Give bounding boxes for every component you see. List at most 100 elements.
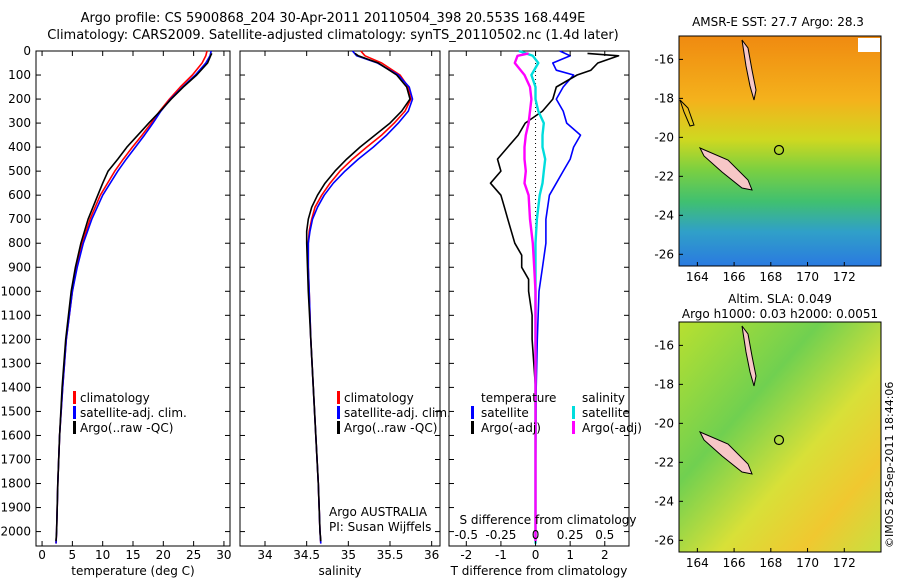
s-tick-label: -0.25 [485, 528, 516, 542]
y-tick-label: 2000 [0, 525, 31, 539]
map-x-tick-label: 172 [833, 556, 856, 570]
y-tick-label: 800 [8, 236, 31, 250]
series-line-satellite-adj-clim- [55, 50, 212, 544]
s-tick-label: 0 [532, 528, 540, 542]
missing-data-patch [858, 38, 880, 52]
y-tick-label: 0 [23, 44, 31, 58]
x-tick-label: -1 [495, 548, 507, 562]
series-line-satellite-adj-clim- [307, 50, 414, 544]
legend-swatch-satellite [337, 406, 340, 419]
new-caledonia-island [698, 147, 753, 191]
salinity-axis-label: salinity [318, 564, 361, 578]
legend-swatch-t-argo [471, 421, 474, 434]
map-y-tick-label: -26 [654, 247, 674, 261]
x-tick-label: 2 [601, 548, 609, 562]
series-line-climatology [55, 50, 208, 544]
y-tick-label: 600 [8, 188, 31, 202]
series-line-salinity-satellite [518, 49, 547, 544]
legend-label: satellite [481, 406, 529, 420]
sla-map-subtitle: Argo h1000: 0.03 h2000: 0.0051 [682, 307, 878, 321]
series-line-temperature-argo-adj- [489, 52, 620, 542]
temperature-axis-label: temperature (deg C) [71, 564, 194, 578]
sla-map-frame [678, 321, 882, 553]
map-y-tick-label: -20 [654, 416, 674, 430]
vanuatu-islands [741, 39, 757, 101]
x-tick-label: 25 [186, 548, 201, 562]
legend-swatch-satellite [73, 406, 76, 419]
map-y-tick-label: -26 [654, 533, 674, 547]
float-position-marker [773, 434, 785, 446]
map-y-tick-label: -20 [654, 130, 674, 144]
sst-map-title: AMSR-E SST: 27.7 Argo: 28.3 [692, 15, 864, 29]
reef-outline [679, 99, 695, 127]
new-caledonia-island [698, 431, 753, 475]
map-x-tick-label: 172 [833, 270, 856, 284]
legend-label: Argo(-adj) [582, 421, 642, 435]
y-tick-label: 1900 [0, 501, 31, 515]
s-tick-label: 0.5 [595, 528, 614, 542]
x-tick-label: 10 [95, 548, 110, 562]
sst-map: AMSR-E SST: 27.7 Argo: 28.3 [678, 15, 882, 267]
sst-map-frame [678, 35, 882, 267]
x-tick-label: 15 [125, 548, 140, 562]
legend-swatch-s-argo [572, 421, 575, 434]
legend-swatch-climatology [337, 391, 340, 404]
map-y-tick-label: -18 [654, 377, 674, 391]
sst-field [679, 36, 881, 266]
map-axes: 164 166 168 170 172 -16 -18 -20 -22 -24 -26 164 166 1… [654, 52, 855, 570]
map-y-tick-label: -22 [654, 169, 674, 183]
y-tick-label: 1100 [0, 308, 31, 322]
y-tick-label: 400 [8, 140, 31, 154]
legend-swatch-t-satellite [471, 406, 474, 419]
legend-label: Argo(..raw -QC) [80, 421, 173, 435]
y-tick-label: 500 [8, 164, 31, 178]
map-y-tick-label: -18 [654, 91, 674, 105]
map-x-tick-label: 164 [686, 556, 709, 570]
legend-label: climatology [80, 391, 150, 405]
map-y-tick-label: -22 [654, 455, 674, 469]
series-line-salinity-argo-adj- [513, 52, 537, 542]
legend-swatch-argo [73, 421, 76, 434]
series-line-argo-raw-qc- [55, 53, 213, 542]
x-tick-label: 20 [156, 548, 171, 562]
x-tick-label: 34.5 [293, 548, 320, 562]
x-tick-label: 0 [38, 548, 46, 562]
x-tick-label: -2 [460, 548, 472, 562]
x-tick-label: 1 [566, 548, 574, 562]
float-position-marker [773, 144, 785, 156]
y-tick-label: 1300 [0, 356, 31, 370]
figure-title-line2: Climatology: CARS2009. Satellite-adjuste… [47, 28, 619, 43]
series-line-argo-raw-qc- [305, 52, 411, 542]
map-y-tick-label: -24 [654, 494, 674, 508]
y-tick-label: 1200 [0, 332, 31, 346]
series-line-temperature-satellite [534, 50, 582, 544]
x-tick-label: 30 [216, 548, 231, 562]
map-x-tick-label: 170 [796, 556, 819, 570]
x-tick-label: 35.5 [377, 548, 404, 562]
map-x-tick-label: 164 [686, 270, 709, 284]
argo-program-note: Argo AUSTRALIA [329, 505, 428, 519]
legend-label: satellite [582, 406, 630, 420]
vanuatu-islands [741, 325, 757, 387]
salinity-panel: 34 34.5 35 35.5 36 salinity [239, 50, 441, 578]
legend-label: satellite-adj. clim. [344, 406, 451, 420]
y-tick-label: 1700 [0, 452, 31, 466]
temperature-plot-frame [35, 50, 231, 547]
legend-title-salinity: salinity [582, 391, 625, 405]
map-x-tick-label: 168 [759, 270, 782, 284]
x-tick-label: 0 [532, 548, 540, 562]
y-tick-label: 1800 [0, 477, 31, 491]
sla-map: Altim. SLA: 0.049 Argo h1000: 0.03 h2000… [678, 292, 882, 553]
y-tick-label: 100 [8, 68, 31, 82]
difference-legend: temperature satellite Argo(-adj) salinit… [460, 391, 642, 527]
s-difference-axis-label: S difference from climatology [460, 513, 637, 527]
legend-swatch-climatology [73, 391, 76, 404]
copyright-timestamp: ©IMOS 28-Sep-2011 18:44:06 [883, 382, 896, 548]
s-tick-label: -0.5 [455, 528, 478, 542]
temperature-panel: 0 5 10 15 20 25 300100200300400500600700800900… [0, 44, 231, 578]
legend-swatch-s-satellite [572, 406, 575, 419]
difference-axis-label: T difference from climatology [450, 564, 628, 578]
map-x-tick-label: 166 [723, 556, 746, 570]
temperature-legend: climatology satellite-adj. clim. Argo(..… [73, 391, 187, 435]
legend-label: Argo(-adj) [481, 421, 541, 435]
